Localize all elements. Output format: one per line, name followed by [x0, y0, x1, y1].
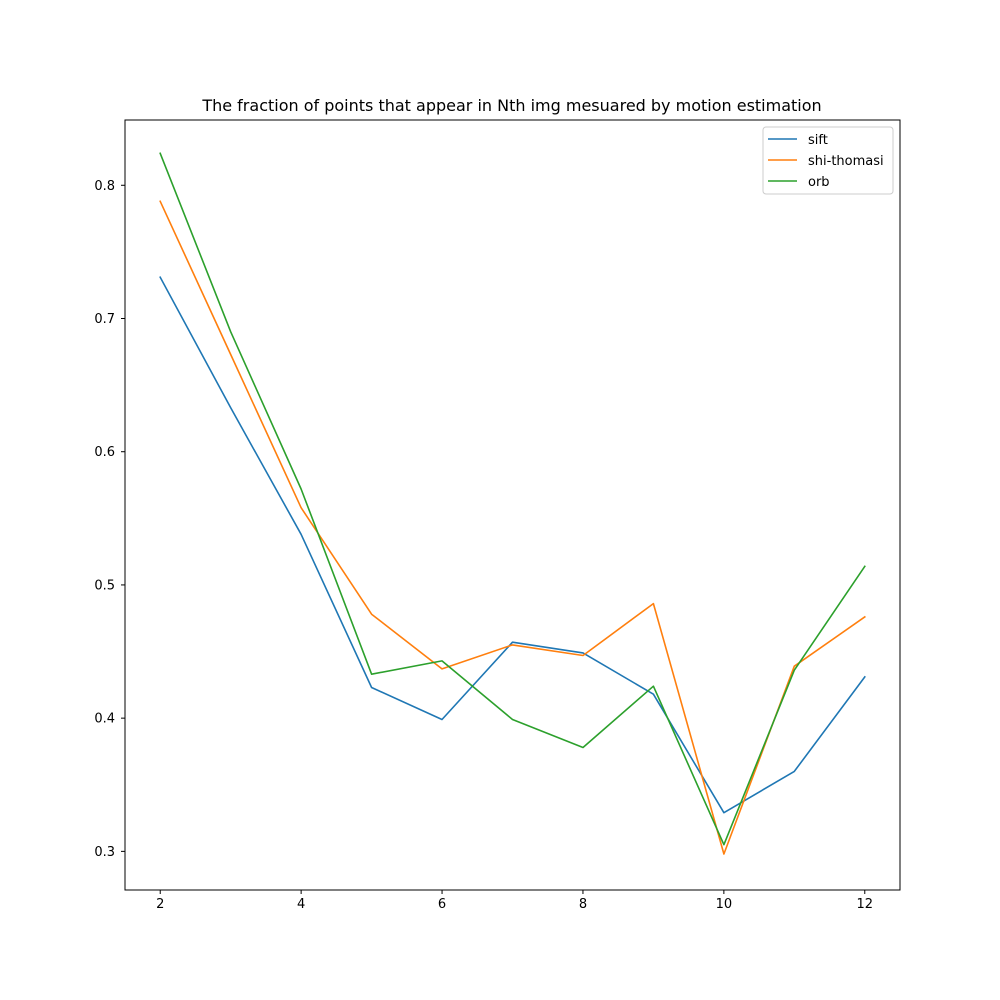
x-tick-label: 10 — [716, 897, 733, 912]
y-tick-label: 0.4 — [94, 712, 115, 727]
x-tick-label: 12 — [856, 897, 873, 912]
legend-label-orb: orb — [808, 175, 830, 190]
legend: sift shi-thomasi orb — [762, 126, 894, 195]
legend-label-shi-thomasi: shi-thomasi — [808, 154, 884, 169]
y-tick-label: 0.7 — [94, 312, 115, 327]
y-tick-label: 0.5 — [94, 578, 115, 593]
y-tick-label: 0.6 — [94, 445, 115, 460]
series-line-orb — [159, 152, 866, 846]
y-tick-label: 0.8 — [94, 179, 115, 194]
legend-label-sift: sift — [808, 133, 828, 148]
y-tick-label: 0.3 — [94, 845, 115, 860]
x-tick-label: 4 — [297, 897, 305, 912]
x-tick-label: 2 — [156, 897, 164, 912]
plot-frame — [124, 119, 901, 891]
plot-lines — [159, 152, 866, 855]
legend-box — [762, 126, 894, 195]
series-line-sift — [159, 276, 866, 814]
x-tick-label: 6 — [438, 897, 446, 912]
x-tick-label: 8 — [579, 897, 587, 912]
series-line-shi-thomasi — [159, 200, 866, 855]
y-axis: 0.3 0.4 0.5 0.6 0.7 0.8 — [94, 179, 125, 860]
x-axis: 2 4 6 8 10 12 — [156, 890, 873, 912]
chart-title: The fraction of points that appear in Nt… — [201, 96, 821, 115]
